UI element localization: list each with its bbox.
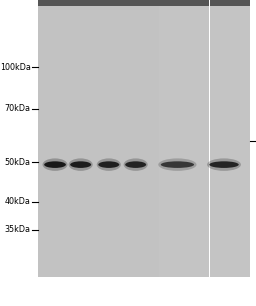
Ellipse shape [124, 159, 148, 171]
Text: 100kDa: 100kDa [0, 63, 31, 72]
Text: 70kDa: 70kDa [5, 104, 31, 113]
Ellipse shape [70, 161, 91, 168]
Ellipse shape [42, 159, 68, 171]
Ellipse shape [98, 161, 119, 168]
Ellipse shape [209, 161, 239, 168]
Text: 40kDa: 40kDa [5, 197, 31, 207]
Bar [38, 0, 166, 6]
Ellipse shape [44, 161, 66, 168]
Ellipse shape [125, 161, 146, 168]
Ellipse shape [207, 159, 241, 171]
Bar [210, 0, 250, 277]
Bar [38, 0, 166, 277]
Text: 50kDa: 50kDa [5, 158, 31, 167]
Ellipse shape [158, 159, 197, 171]
Ellipse shape [69, 159, 93, 171]
Bar [159, 0, 209, 277]
Ellipse shape [161, 161, 194, 168]
Bar [159, 0, 209, 6]
Bar [210, 0, 250, 6]
Ellipse shape [97, 159, 121, 171]
Text: 35kDa: 35kDa [5, 225, 31, 234]
